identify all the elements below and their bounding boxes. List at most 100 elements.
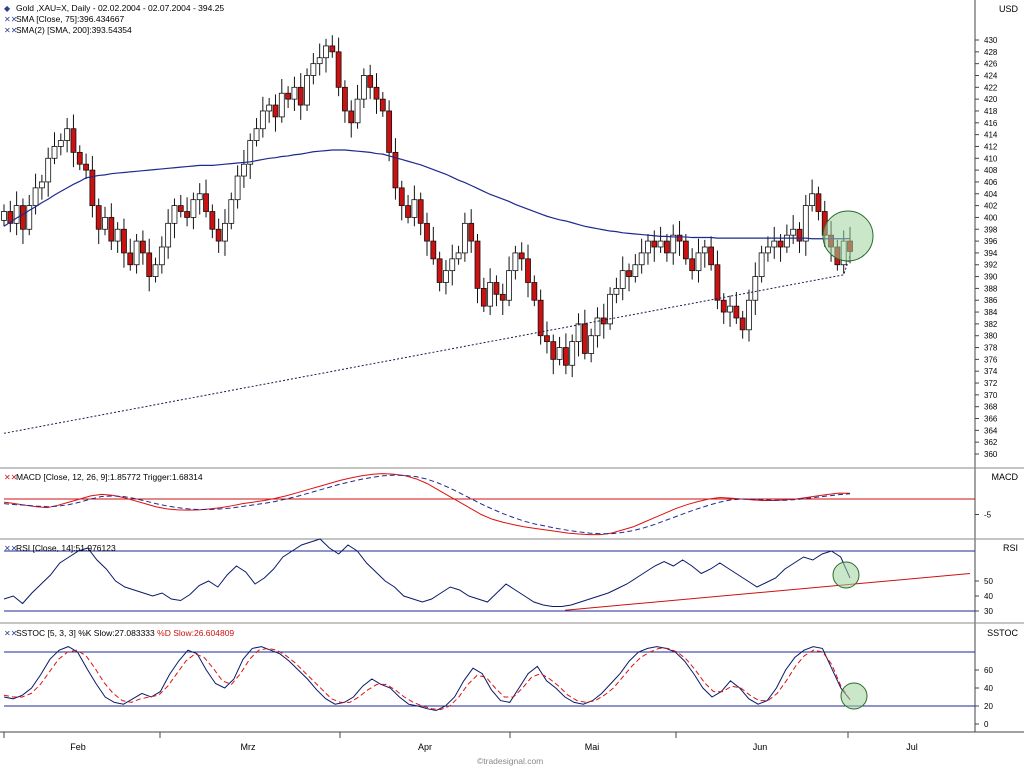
watermark: ©tradesignal.com: [477, 756, 543, 766]
candle-body: [746, 299, 752, 331]
indicator-icon[interactable]: ✕✕: [4, 26, 18, 35]
candle-body: [165, 222, 172, 248]
currency-label: USD: [998, 4, 1018, 14]
sstoc-tick-label: 20: [984, 702, 993, 711]
candle-body: [493, 282, 500, 295]
candle-body: [253, 128, 260, 141]
rsi-label: RSI [Close, 14]:51.976123: [16, 543, 116, 553]
candle-body: [809, 193, 816, 206]
rsi-tick-label: 30: [984, 607, 993, 616]
price-tick-label: 404: [984, 190, 998, 199]
candle-body: [588, 335, 595, 354]
candle-body: [139, 240, 146, 254]
indicator-icon[interactable]: ✕✕: [4, 544, 18, 553]
price-tick-label: 398: [984, 225, 998, 234]
candle-body: [146, 252, 153, 277]
price-tick-label: 376: [984, 355, 998, 364]
indicator-icon[interactable]: ✕✕: [4, 15, 18, 24]
candle-body: [310, 63, 317, 76]
price-tick-label: 382: [984, 320, 998, 329]
candle-body: [386, 110, 393, 153]
candle-body: [752, 276, 759, 301]
candle-body: [676, 234, 683, 242]
candle-body: [537, 299, 544, 337]
sstoc-tick-label: 0: [984, 720, 989, 729]
candle-body: [171, 205, 178, 224]
candle-body: [657, 240, 664, 248]
candle-body: [13, 205, 20, 224]
candle-body: [108, 217, 115, 242]
time-tick-label: Mrz: [241, 742, 256, 752]
time-tick-label: Jul: [906, 742, 918, 752]
candle-body: [562, 347, 569, 366]
candle-body: [550, 341, 557, 360]
price-tick-label: 418: [984, 107, 998, 116]
candle-body: [512, 252, 519, 272]
candle-body: [645, 240, 651, 254]
candle-body: [373, 86, 380, 100]
price-tick-label: 430: [984, 36, 998, 45]
candle-body: [701, 246, 708, 254]
candle-body: [790, 228, 797, 236]
indicator-icon[interactable]: ✕✕: [4, 629, 18, 638]
candle-body: [689, 258, 696, 272]
candle-body: [455, 252, 462, 260]
price-tick-label: 414: [984, 131, 998, 140]
indicator-icon[interactable]: ◆: [4, 4, 11, 13]
candle-body: [114, 228, 121, 242]
indicator-icon[interactable]: ✕✕: [4, 473, 18, 482]
candle-body: [51, 146, 58, 159]
candle-body: [291, 86, 298, 100]
candle-body: [556, 347, 563, 360]
price-tick-label: 396: [984, 237, 998, 246]
rsi-tick-label: 40: [984, 592, 993, 601]
rsi-panel-name: RSI: [1002, 543, 1018, 553]
macd-label: MACD [Close, 12, 26, 9]:1.85772 Trigger:…: [16, 472, 203, 482]
candle-body: [783, 234, 790, 248]
price-tick-label: 402: [984, 202, 998, 211]
price-tick-label: 400: [984, 213, 998, 222]
rsi-trendline: [564, 573, 971, 611]
candle-body: [518, 252, 525, 260]
candle-body: [228, 199, 235, 224]
sstoc-tick-label: 60: [984, 666, 993, 675]
candle-body: [266, 104, 273, 112]
highlight-circle: [840, 682, 868, 710]
price-tick-label: 390: [984, 273, 998, 282]
candle-body: [487, 282, 494, 307]
candle-body: [600, 317, 607, 325]
candle-body: [259, 110, 266, 130]
candle-body: [499, 293, 506, 301]
candle-body: [241, 163, 247, 177]
price-tick-label: 380: [984, 332, 998, 341]
candle-body: [127, 252, 134, 266]
candle-body: [1, 211, 7, 221]
price-tick-label: 360: [984, 450, 998, 459]
macd-panel-name: MACD: [991, 472, 1019, 482]
candle-body: [304, 75, 310, 106]
candle-body: [638, 252, 645, 266]
price-tick-label: 394: [984, 249, 998, 258]
time-tick-label: Mai: [585, 742, 600, 752]
candle-body: [443, 270, 449, 283]
candle-body: [367, 75, 374, 88]
candle-body: [184, 211, 190, 218]
candle-body: [32, 187, 39, 207]
sma75-label: SMA [Close, 75]:396.434667: [16, 14, 125, 24]
chart-title: Gold ,XAU=X, Daily - 02.02.2004 - 02.07.…: [16, 3, 225, 13]
candle-body: [297, 86, 304, 106]
candle-body: [247, 140, 254, 165]
time-tick-label: Feb: [70, 742, 86, 752]
candle-body: [70, 128, 77, 153]
candle-body: [95, 205, 102, 230]
candle-body: [474, 240, 481, 289]
candle-body: [323, 45, 329, 59]
candle-body: [38, 181, 45, 189]
macd-line: [3, 473, 851, 536]
candle-body: [714, 264, 721, 301]
candle-body: [76, 151, 83, 165]
candle-body: [45, 157, 52, 183]
candle-body: [411, 199, 418, 218]
candle-body: [758, 252, 765, 277]
price-tick-label: 388: [984, 284, 998, 293]
